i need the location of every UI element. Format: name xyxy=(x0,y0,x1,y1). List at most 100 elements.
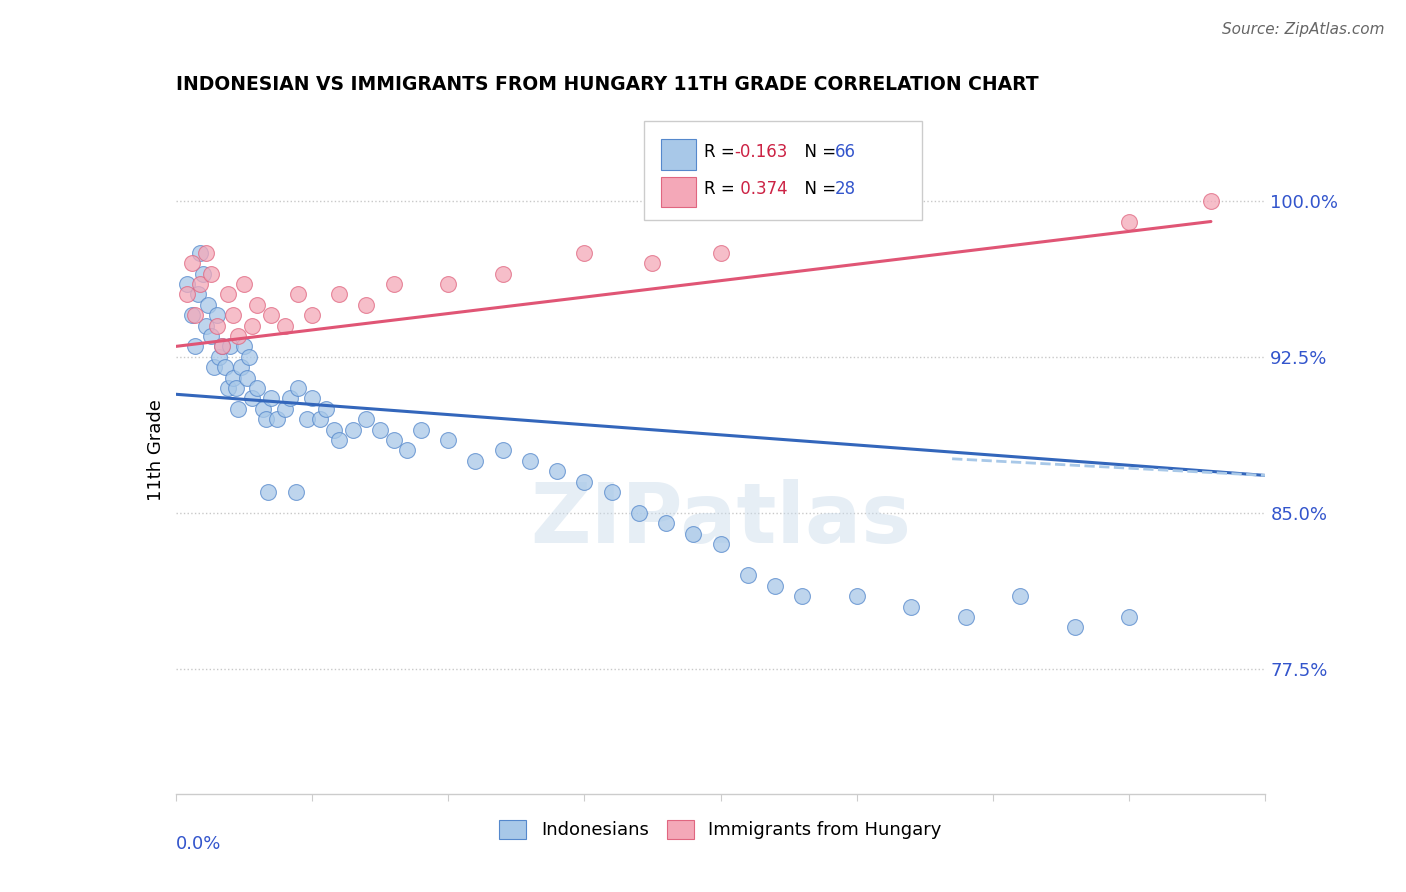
Point xyxy=(184,339,207,353)
Point xyxy=(763,579,786,593)
Point xyxy=(295,412,318,426)
Point xyxy=(211,339,233,353)
Point xyxy=(1063,620,1085,634)
Point xyxy=(205,318,228,333)
Point xyxy=(328,287,350,301)
Point xyxy=(315,401,337,416)
Point xyxy=(284,485,307,500)
Point xyxy=(194,318,217,333)
Point xyxy=(437,433,460,447)
Point xyxy=(464,454,486,468)
Point xyxy=(228,329,250,343)
Legend: Indonesians, Immigrants from Hungary: Indonesians, Immigrants from Hungary xyxy=(492,813,949,847)
Point xyxy=(278,392,301,406)
Point xyxy=(845,589,868,603)
Point xyxy=(655,516,678,531)
Point xyxy=(200,267,222,281)
Point xyxy=(1118,214,1140,228)
Point xyxy=(197,298,219,312)
Point xyxy=(546,464,568,478)
Point xyxy=(184,308,207,322)
Text: INDONESIAN VS IMMIGRANTS FROM HUNGARY 11TH GRADE CORRELATION CHART: INDONESIAN VS IMMIGRANTS FROM HUNGARY 11… xyxy=(176,75,1039,95)
FancyBboxPatch shape xyxy=(644,120,922,220)
Point xyxy=(574,245,596,260)
Point xyxy=(409,423,432,437)
Point xyxy=(228,401,250,416)
Point xyxy=(287,287,309,301)
Point xyxy=(246,298,269,312)
Point xyxy=(274,401,297,416)
Point xyxy=(328,433,350,447)
Point xyxy=(710,537,733,551)
Point xyxy=(274,318,297,333)
Point xyxy=(627,506,650,520)
Point xyxy=(382,433,405,447)
Point xyxy=(322,423,344,437)
Point xyxy=(208,350,231,364)
Point xyxy=(792,589,814,603)
Point xyxy=(181,256,204,270)
Point xyxy=(900,599,922,614)
Point xyxy=(396,443,419,458)
Point xyxy=(437,277,460,291)
Point xyxy=(257,485,280,500)
Point xyxy=(260,308,283,322)
Text: 66: 66 xyxy=(835,143,856,161)
Point xyxy=(211,339,233,353)
Point xyxy=(492,267,515,281)
Point xyxy=(176,277,198,291)
Point xyxy=(225,381,247,395)
Text: -0.163: -0.163 xyxy=(735,143,789,161)
Point xyxy=(240,392,263,406)
Point xyxy=(1010,589,1032,603)
Text: N =: N = xyxy=(793,180,841,198)
Y-axis label: 11th Grade: 11th Grade xyxy=(146,400,165,501)
Point xyxy=(240,318,263,333)
FancyBboxPatch shape xyxy=(661,139,696,169)
Point xyxy=(205,308,228,322)
Point xyxy=(200,329,222,343)
Point xyxy=(188,245,211,260)
Point xyxy=(222,308,245,322)
Point xyxy=(254,412,277,426)
Point xyxy=(356,412,378,426)
Point xyxy=(682,526,704,541)
Text: 0.0%: 0.0% xyxy=(176,835,221,853)
Point xyxy=(955,610,977,624)
Text: 28: 28 xyxy=(835,180,856,198)
Point xyxy=(238,350,260,364)
Point xyxy=(231,360,253,375)
Point xyxy=(176,287,198,301)
Point xyxy=(217,287,239,301)
Point xyxy=(519,454,541,468)
Point xyxy=(202,360,225,375)
Point xyxy=(246,381,269,395)
Point xyxy=(574,475,596,489)
Text: 0.374: 0.374 xyxy=(735,180,787,198)
Point xyxy=(194,245,217,260)
Point xyxy=(287,381,309,395)
Text: R =: R = xyxy=(704,143,740,161)
Point xyxy=(186,287,209,301)
Point xyxy=(219,339,242,353)
Point xyxy=(1118,610,1140,624)
Point xyxy=(222,370,245,384)
Point xyxy=(214,360,236,375)
Text: ZIPatlas: ZIPatlas xyxy=(530,479,911,559)
Point xyxy=(260,392,283,406)
Point xyxy=(217,381,239,395)
Point xyxy=(641,256,664,270)
Point xyxy=(737,568,759,582)
Point xyxy=(266,412,288,426)
Point xyxy=(600,485,623,500)
Point xyxy=(492,443,515,458)
Point xyxy=(356,298,378,312)
Point xyxy=(188,277,211,291)
Point xyxy=(252,401,274,416)
Point xyxy=(342,423,364,437)
Point xyxy=(191,267,214,281)
Text: N =: N = xyxy=(793,143,841,161)
Point xyxy=(368,423,391,437)
Text: Source: ZipAtlas.com: Source: ZipAtlas.com xyxy=(1222,22,1385,37)
Point xyxy=(232,339,254,353)
